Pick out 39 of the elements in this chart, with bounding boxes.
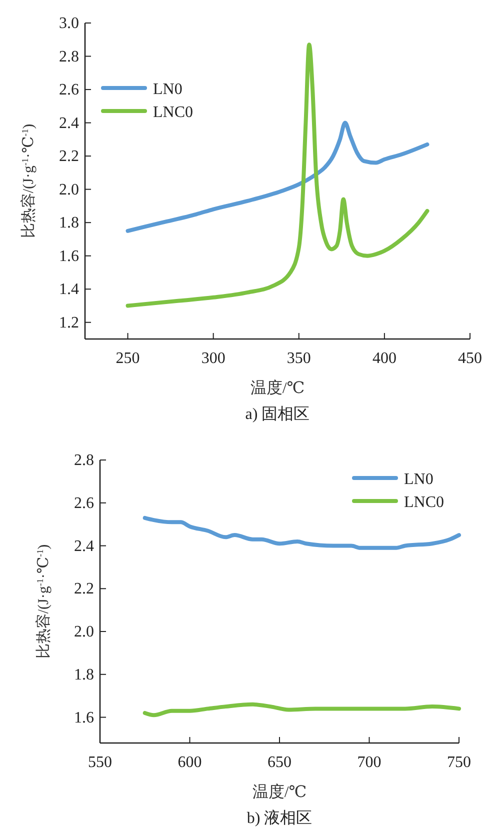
- y-tick-label: 2.6: [59, 82, 79, 99]
- y-tick-label: 1.4: [59, 281, 79, 298]
- x-tick-label: 650: [268, 754, 292, 771]
- legend-label: LNC0: [153, 104, 193, 121]
- y-tick-label: 1.6: [74, 709, 94, 726]
- y-tick-label: 2.2: [74, 580, 94, 598]
- x-tick-label: 750: [447, 754, 471, 771]
- x-axis-title: 温度/℃: [252, 783, 307, 801]
- x-tick-label: 250: [116, 350, 140, 367]
- x-tick-label: 700: [357, 754, 382, 771]
- y-tick-label: 2.0: [59, 181, 79, 198]
- y-tick-label: 1.6: [59, 248, 79, 265]
- y-tick-label: 2.0: [74, 624, 94, 641]
- y-tick-label: 2.6: [74, 494, 94, 512]
- line-series: [142, 516, 461, 550]
- x-tick-label: 350: [286, 350, 311, 367]
- line-series: [142, 702, 461, 718]
- y-tick-label: 1.2: [59, 314, 79, 332]
- x-tick-label: 550: [88, 754, 112, 771]
- y-tick-label: 3.0: [59, 15, 79, 32]
- x-tick-label: 300: [201, 350, 226, 367]
- y-tick-label: 2.4: [74, 538, 94, 555]
- x-axis-title: 温度/℃: [250, 379, 305, 397]
- y-tick-label: 2.4: [59, 114, 79, 132]
- y-tick-label: 1.8: [59, 214, 79, 232]
- y-tick-label: 2.8: [74, 452, 94, 469]
- x-tick-label: 600: [178, 754, 202, 771]
- text: a) 固相区: [245, 405, 310, 423]
- legend-label: LN0: [153, 81, 182, 98]
- y-tick-label: 1.8: [74, 666, 94, 684]
- x-tick-label: 400: [372, 350, 396, 367]
- line-series: [126, 120, 430, 233]
- legend-label: LN0: [404, 471, 434, 488]
- line-series: [126, 42, 430, 308]
- y-tick-label: 2.8: [59, 48, 79, 66]
- y-tick-label: 2.2: [59, 148, 79, 166]
- legend-label: LNC0: [404, 494, 444, 511]
- x-tick-label: 450: [458, 350, 482, 367]
- text: b) 液相区: [246, 809, 312, 827]
